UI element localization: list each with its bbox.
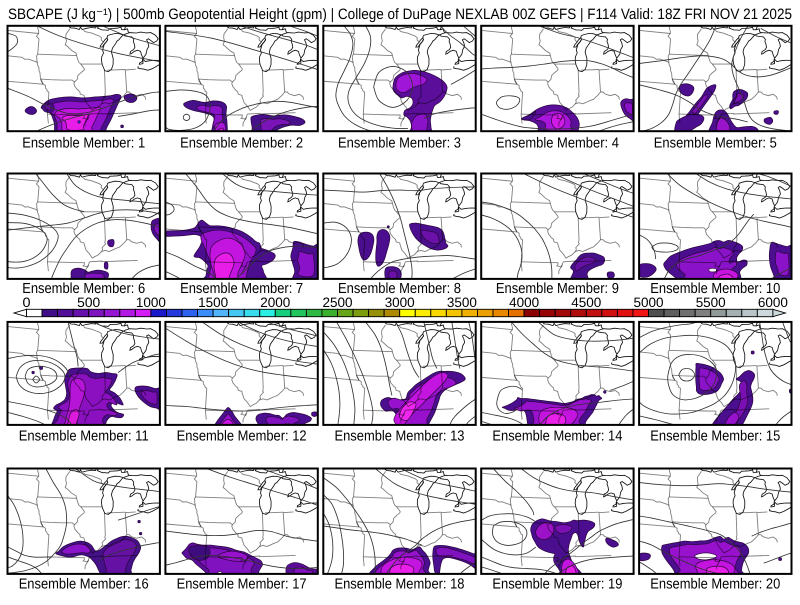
- svg-text:4000: 4000: [509, 295, 539, 310]
- svg-text:2000: 2000: [260, 295, 290, 310]
- svg-text:Ensemble Member: 4: Ensemble Member: 4: [496, 135, 619, 151]
- svg-text:Ensemble Member: 18: Ensemble Member: 18: [335, 577, 465, 593]
- svg-text:Ensemble Member: 6: Ensemble Member: 6: [22, 281, 145, 297]
- svg-text:1500: 1500: [198, 295, 228, 310]
- svg-text:Ensemble Member: 3: Ensemble Member: 3: [338, 135, 461, 151]
- svg-text:500: 500: [77, 295, 100, 310]
- svg-text:Ensemble Member: 1: Ensemble Member: 1: [22, 135, 145, 151]
- svg-text:5000: 5000: [634, 295, 664, 310]
- svg-text:5500: 5500: [696, 295, 726, 310]
- svg-text:Ensemble Member: 7: Ensemble Member: 7: [180, 281, 303, 297]
- svg-text:Ensemble Member: 8: Ensemble Member: 8: [338, 281, 461, 297]
- svg-text:Ensemble Member: 11: Ensemble Member: 11: [19, 429, 149, 445]
- svg-text:Ensemble Member: 19: Ensemble Member: 19: [492, 577, 622, 593]
- svg-text:SBCAPE (J kg⁻¹) | 500mb Geopot: SBCAPE (J kg⁻¹) | 500mb Geopotential Hei…: [8, 6, 792, 23]
- svg-text:1000: 1000: [136, 295, 166, 310]
- svg-text:Ensemble Member: 10: Ensemble Member: 10: [650, 281, 780, 297]
- svg-text:Ensemble Member: 13: Ensemble Member: 13: [335, 429, 465, 445]
- svg-text:2500: 2500: [323, 295, 353, 310]
- svg-text:3500: 3500: [447, 295, 477, 310]
- svg-text:Ensemble Member: 20: Ensemble Member: 20: [650, 577, 780, 593]
- svg-text:6000: 6000: [758, 295, 788, 310]
- svg-text:3000: 3000: [385, 295, 415, 310]
- svg-text:Ensemble Member: 5: Ensemble Member: 5: [654, 135, 777, 151]
- svg-text:Ensemble Member: 9: Ensemble Member: 9: [496, 281, 619, 297]
- svg-text:Ensemble Member: 14: Ensemble Member: 14: [492, 429, 622, 445]
- svg-text:4500: 4500: [571, 295, 601, 310]
- svg-text:Ensemble Member: 16: Ensemble Member: 16: [19, 577, 149, 593]
- svg-text:Ensemble Member: 12: Ensemble Member: 12: [177, 429, 307, 445]
- svg-text:Ensemble Member: 2: Ensemble Member: 2: [180, 135, 303, 151]
- svg-text:0: 0: [23, 295, 31, 310]
- svg-text:Ensemble Member: 15: Ensemble Member: 15: [650, 429, 780, 445]
- svg-text:Ensemble Member: 17: Ensemble Member: 17: [177, 577, 307, 593]
